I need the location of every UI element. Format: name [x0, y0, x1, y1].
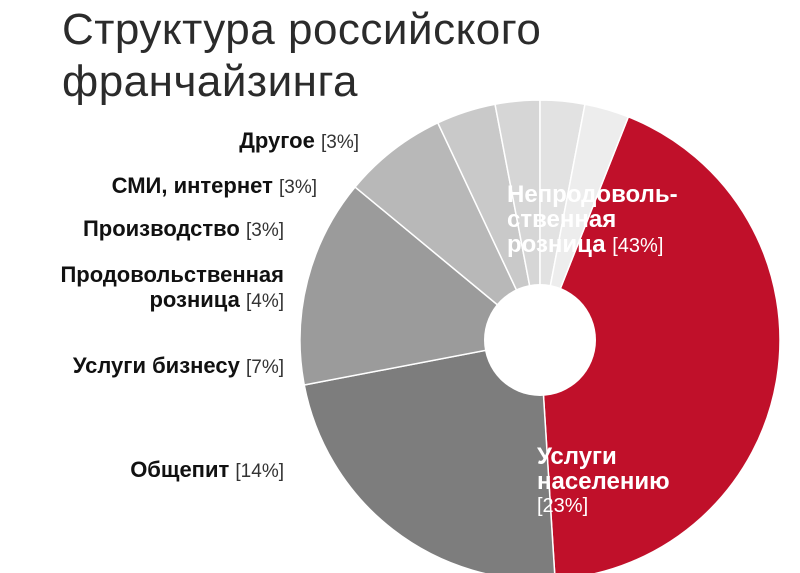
label-catering-name: Общепит	[130, 457, 230, 482]
label-other-name: Другое	[239, 128, 315, 153]
label-food-retail-name-1: Продовольственная	[60, 262, 284, 287]
label-catering-pct: [14%]	[235, 461, 284, 482]
label-other: Другое [3%]	[19, 128, 359, 155]
label-consumer-services: Услуги населению [23%]	[537, 444, 670, 519]
label-business-services-pct: [7%]	[245, 357, 284, 378]
slice-consumer-services	[303, 339, 556, 573]
chart-title-line-1: Структура российского	[62, 5, 542, 54]
label-nonfood-retail-line-2: ственная	[507, 206, 617, 233]
label-production: Производство [3%]	[0, 216, 284, 243]
label-business-services: Услуги бизнесу [7%]	[0, 353, 284, 380]
label-food-retail-name-2: розница	[149, 287, 240, 312]
label-media-internet: СМИ, интернет [3%]	[0, 173, 317, 200]
label-food-retail-pct: [4%]	[245, 291, 284, 312]
label-consumer-services-line-1: Услуги	[537, 443, 617, 470]
donut-hole	[484, 284, 596, 396]
slice-other	[539, 103, 630, 341]
label-nonfood-retail: Непродоволь- ственная розница [43%]	[507, 182, 678, 259]
label-nonfood-retail-pct: [43%]	[612, 235, 664, 257]
label-media-internet-name: СМИ, интернет	[111, 173, 273, 198]
slice-nonfood-retail	[539, 115, 781, 573]
label-nonfood-retail-line-1: Непродоволь-	[507, 181, 678, 208]
slice-business-services	[354, 121, 541, 341]
label-consumer-services-line-2: населению	[537, 468, 670, 495]
label-catering: Общепит [14%]	[0, 457, 284, 484]
label-nonfood-retail-line-3: розница	[507, 231, 606, 258]
label-food-retail: Продовольственная розница [4%]	[0, 262, 284, 314]
label-media-internet-pct: [3%]	[278, 177, 317, 198]
label-business-services-name: Услуги бизнесу	[72, 353, 240, 378]
label-consumer-services-pct: [23%]	[537, 495, 589, 517]
chart-title-line-2: франчайзинга	[62, 57, 359, 106]
label-other-pct: [3%]	[320, 132, 359, 153]
label-production-pct: [3%]	[245, 220, 284, 241]
label-production-name: Производство	[82, 216, 240, 241]
chart-title: Структура российского франчайзинга	[62, 4, 622, 108]
slice-catering	[299, 185, 542, 386]
